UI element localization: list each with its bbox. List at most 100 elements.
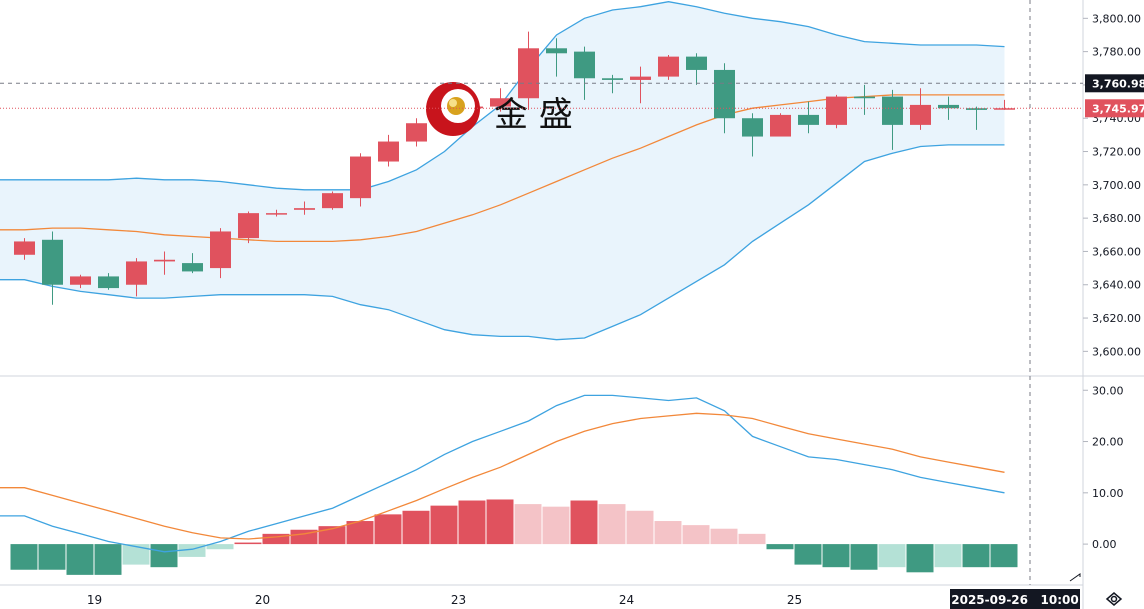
settings-eye-icon[interactable] — [1104, 589, 1124, 607]
candle — [350, 153, 371, 207]
histogram-bar — [822, 544, 850, 568]
macd-tick-label: 20.00 — [1092, 436, 1124, 449]
macd-tick-label: 30.00 — [1092, 384, 1124, 397]
bollinger-band-fill — [0, 1, 1005, 340]
histogram-bar — [878, 544, 906, 568]
histogram-bar — [430, 505, 458, 545]
candle — [98, 273, 119, 290]
price-tick-label: 3,680.00 — [1092, 212, 1141, 225]
macd-panel[interactable] — [0, 394, 1018, 575]
candle-body — [406, 123, 427, 142]
axis-scale-icon[interactable] — [1069, 573, 1081, 582]
candle — [294, 201, 315, 215]
histogram-bar — [374, 514, 402, 545]
candle — [770, 113, 791, 137]
candle — [238, 211, 259, 244]
price-flag-label: 3,760.98 — [1092, 77, 1144, 90]
price-axis[interactable]: 3,800.003,780.003,760.003,740.003,720.00… — [1083, 12, 1141, 358]
time-axis[interactable]: 192023242526 — [87, 593, 970, 607]
candle — [266, 209, 287, 217]
candle — [966, 106, 987, 130]
price-tick-label: 3,620.00 — [1092, 312, 1141, 325]
histogram-bar — [766, 544, 794, 550]
candle — [714, 63, 735, 134]
price-panel[interactable] — [0, 1, 1015, 341]
histogram-bar — [906, 544, 934, 573]
candle — [126, 258, 147, 297]
macd-line — [0, 394, 1005, 553]
time-tick-label: 20 — [255, 593, 270, 607]
histogram-bar — [514, 504, 542, 545]
candle — [322, 191, 343, 210]
signal-line — [0, 412, 1005, 540]
histogram-bar — [934, 544, 962, 568]
price-flag-bg — [1085, 99, 1144, 118]
candle-body — [798, 114, 819, 125]
candle-body — [742, 118, 763, 137]
histogram-bar — [738, 533, 766, 545]
time-tick-label: 23 — [451, 593, 466, 607]
candle — [210, 228, 231, 279]
candle-body — [546, 48, 567, 54]
histogram-bar — [458, 500, 486, 545]
candle — [182, 253, 203, 274]
candle-body — [350, 156, 371, 199]
candle-body — [826, 96, 847, 125]
candle — [686, 53, 707, 85]
candle-body — [910, 104, 931, 125]
candle-body — [294, 208, 315, 210]
crosshair-time-label: 2025-09-26 10:00 — [950, 589, 1080, 609]
histogram-bar — [850, 544, 878, 570]
histogram-bar — [598, 504, 626, 545]
price-tick-label: 3,780.00 — [1092, 46, 1141, 59]
macd-axis[interactable]: 30.00 20.00 10.00 0.00 — [1083, 384, 1124, 551]
price-tick-label: 3,700.00 — [1092, 179, 1141, 192]
candle — [658, 54, 679, 80]
candle — [910, 88, 931, 130]
candle-body — [854, 96, 875, 99]
histogram-bar — [654, 521, 682, 545]
candle-body — [210, 231, 231, 269]
candle — [14, 238, 35, 260]
candle-body — [98, 276, 119, 289]
histogram-bar — [542, 506, 570, 545]
candle-body — [994, 108, 1015, 110]
candle-body — [42, 239, 63, 285]
histogram-bar — [346, 521, 374, 545]
candle — [70, 274, 91, 289]
histogram-bar — [66, 544, 94, 575]
histogram-bar — [962, 544, 990, 568]
time-tick-label: 19 — [87, 593, 102, 607]
histogram-bar — [206, 544, 234, 550]
candle-body — [602, 78, 623, 80]
histogram-bar — [402, 510, 430, 545]
candle-body — [518, 48, 539, 99]
histogram-bar — [94, 544, 122, 575]
price-tick-label: 3,640.00 — [1092, 279, 1141, 292]
candle — [854, 84, 875, 115]
histogram-bar — [626, 510, 654, 545]
histogram-bar — [38, 544, 66, 570]
histogram-bar — [10, 544, 38, 570]
histogram-bar — [990, 544, 1018, 568]
crosshair-time-text: 2025-09-26 10:00 — [951, 593, 1079, 607]
histogram-bar — [570, 500, 598, 545]
candle-body — [126, 261, 147, 285]
price-flag-bg — [1085, 74, 1144, 93]
candle-body — [770, 114, 791, 137]
histogram-bar — [290, 529, 318, 545]
price-tick-label: 3,720.00 — [1092, 146, 1141, 159]
price-tick-label: 3,800.00 — [1092, 12, 1141, 25]
histogram-bar — [262, 533, 290, 545]
macd-tick-label: 0.00 — [1092, 538, 1117, 551]
price-flag: 3,745.97 — [1085, 99, 1144, 118]
macd-tick-label: 10.00 — [1092, 487, 1124, 500]
candle-body — [966, 108, 987, 110]
macd-histogram — [10, 499, 1018, 575]
candle-body — [14, 241, 35, 255]
time-tick-label: 24 — [619, 593, 634, 607]
candle — [742, 113, 763, 157]
candle — [798, 101, 819, 134]
candle — [42, 231, 63, 305]
